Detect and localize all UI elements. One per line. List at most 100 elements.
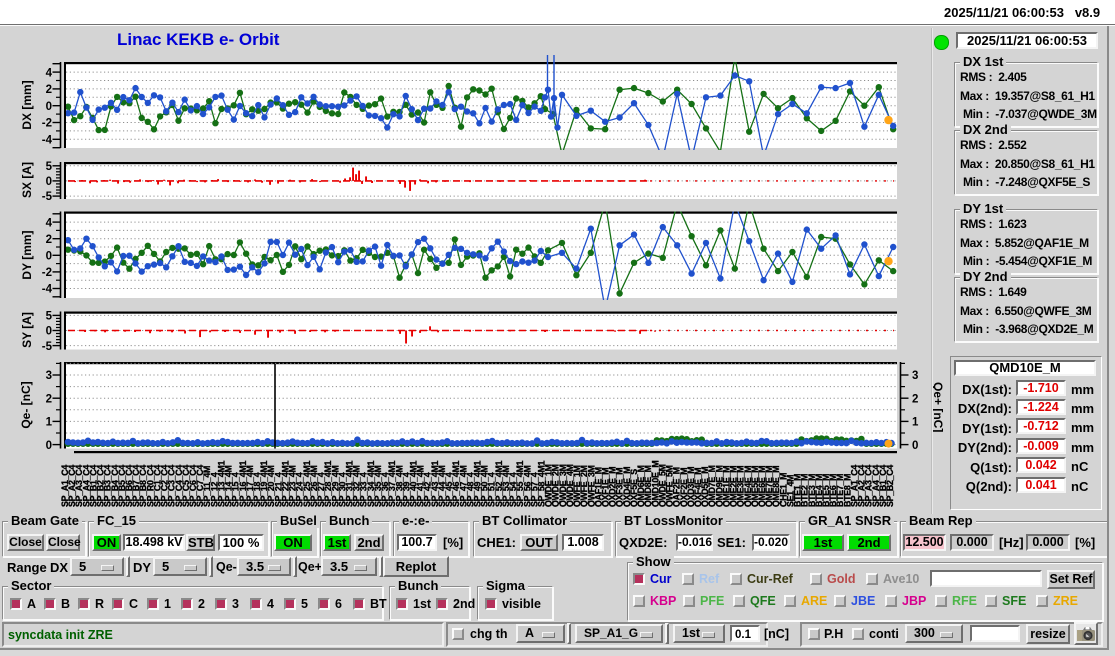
svg-text:SP_B8_C4: SP_B8_C4 <box>138 465 148 507</box>
svg-text:2: 2 <box>46 84 52 96</box>
svg-text:SP_11_4M: SP_11_4M <box>202 466 212 507</box>
svg-text:QMD9E_M: QMD9E_M <box>714 465 724 507</box>
svg-text:SP_B5_C4: SP_B5_C4 <box>117 465 127 507</box>
svg-text:SP_16_4M1: SP_16_4M1 <box>238 460 248 507</box>
svg-text:4: 4 <box>46 217 53 229</box>
svg-text:SP_19_4M1: SP_19_4M1 <box>259 460 269 507</box>
svg-text:SP_38_4M: SP_38_4M <box>394 465 404 507</box>
svg-text:SP_C6_C4: SP_C6_C4 <box>188 465 198 507</box>
svg-text:QWFE_3M: QWFE_3M <box>586 465 596 507</box>
svg-text:QMD10E_M: QMD10E_M <box>650 461 660 507</box>
svg-text:SP_A2_C4: SP_A2_C4 <box>67 465 77 507</box>
svg-text:BTE8_M: BTE8_M <box>842 474 852 507</box>
svg-text:SP_45_4: SP_45_4 <box>444 472 454 507</box>
svg-text:SP_C3_C4: SP_C3_C4 <box>167 465 177 507</box>
svg-text:SP_17_4M: SP_17_4M <box>245 465 255 507</box>
svg-text:QME6E_M: QME6E_M <box>757 466 767 507</box>
svg-text:SP_A4_C4: SP_A4_C4 <box>81 465 91 507</box>
svg-text:2: 2 <box>46 234 52 246</box>
svg-text:SP_23_4M: SP_23_4M <box>288 465 298 507</box>
svg-text:SP_26_4M: SP_26_4M <box>309 465 319 507</box>
svg-text:QXF1E_M: QXF1E_M <box>601 468 611 507</box>
svg-text:SP_47_4M: SP_47_4M <box>458 465 468 507</box>
svg-text:QWFE_1M: QWFE_1M <box>572 465 582 507</box>
svg-text:BTE5_M: BTE5_M <box>821 474 831 507</box>
svg-text:SP_B2_C4: SP_B2_C4 <box>885 465 895 507</box>
svg-text:2: 2 <box>46 393 52 405</box>
svg-text:0: 0 <box>46 251 52 263</box>
svg-text:-5: -5 <box>42 341 53 353</box>
svg-text:SP_35_4M: SP_35_4M <box>373 465 383 507</box>
svg-text:QXF3E_M: QXF3E_M <box>615 468 625 507</box>
svg-text:QME1E_M: QME1E_M <box>721 466 731 507</box>
svg-text:SP_20_4M: SP_20_4M <box>266 465 276 507</box>
svg-text:SP_24_4: SP_24_4 <box>295 472 305 507</box>
svg-text:QXD2E_M: QXD2E_M <box>608 467 618 507</box>
svg-text:QAF1E_M: QAF1E_M <box>593 467 603 507</box>
svg-text:SP_B7_C4: SP_B7_C4 <box>131 465 141 507</box>
svg-text:BTE7_M: BTE7_M <box>835 474 845 507</box>
svg-text:SP_37_4M1: SP_37_4M1 <box>387 460 397 507</box>
svg-text:QMD6E_M: QMD6E_M <box>636 465 646 507</box>
svg-text:SP_C7_C4: SP_C7_C4 <box>195 465 205 507</box>
svg-text:SP_50_4M: SP_50_4M <box>480 465 490 507</box>
svg-text:-4: -4 <box>42 284 53 296</box>
svg-text:SP_A3_C4: SP_A3_C4 <box>864 465 874 507</box>
svg-text:BTE1_M: BTE1_M <box>793 474 803 507</box>
svg-text:SP_B4_C4: SP_B4_C4 <box>110 465 120 507</box>
svg-text:1: 1 <box>912 417 919 429</box>
svg-text:5: 5 <box>46 311 53 323</box>
svg-text:QME3E_M: QME3E_M <box>736 466 746 507</box>
svg-text:QWDE_1M: QWDE_1M <box>544 464 554 507</box>
svg-text:2: 2 <box>912 393 918 405</box>
svg-text:SP_B2_C4: SP_B2_C4 <box>96 465 106 507</box>
svg-text:QME2E_M: QME2E_M <box>729 466 739 507</box>
svg-text:SP_41_4M: SP_41_4M <box>416 465 426 507</box>
svg-text:SP_14_4M: SP_14_4M <box>224 465 234 507</box>
svg-text:SP_58_4M1: SP_58_4M1 <box>537 460 547 507</box>
svg-text:SP_32_4M: SP_32_4M <box>352 465 362 507</box>
svg-text:QXD3E_M: QXD3E_M <box>686 467 696 507</box>
svg-text:BTE6_M: BTE6_M <box>828 474 838 507</box>
svg-text:1: 1 <box>46 417 53 429</box>
svg-text:SP_51_4: SP_51_4 <box>487 472 497 507</box>
svg-text:5: 5 <box>46 161 53 173</box>
svg-text:QXD4E_M: QXD4E_M <box>622 467 632 507</box>
svg-text:SP_B3_C4: SP_B3_C4 <box>103 465 113 507</box>
svg-text:4: 4 <box>46 67 53 79</box>
svg-text:BTE4_M: BTE4_M <box>814 474 824 507</box>
svg-text:SP_33_4: SP_33_4 <box>359 472 369 507</box>
svg-text:SP_B1_C4: SP_B1_C4 <box>88 465 98 507</box>
svg-text:SP_39_4: SP_39_4 <box>401 472 411 507</box>
svg-text:DX [mm]: DX [mm] <box>20 80 34 129</box>
svg-text:-2: -2 <box>42 118 52 130</box>
svg-text:SP_C5_C4: SP_C5_C4 <box>181 465 191 507</box>
svg-text:SP_A1_C4: SP_A1_C4 <box>60 465 70 507</box>
svg-text:SP_27_4: SP_27_4 <box>316 472 326 507</box>
svg-text:SP_48_4: SP_48_4 <box>465 472 475 507</box>
svg-text:SP_C1_C4: SP_C1_C4 <box>153 465 163 507</box>
svg-text:SP_A4_C4: SP_A4_C4 <box>871 465 881 507</box>
svg-text:BTE3_M: BTE3_M <box>807 474 817 507</box>
svg-text:SP_52_4M1: SP_52_4M1 <box>494 460 504 507</box>
svg-text:3: 3 <box>912 370 918 382</box>
svg-text:SP_C2_C4: SP_C2_C4 <box>160 465 170 507</box>
svg-text:QWDE_3M: QWDE_3M <box>558 464 568 507</box>
svg-text:SP_22_4M1: SP_22_4M1 <box>281 460 291 507</box>
svg-text:QXD5E_M: QXD5E_M <box>700 467 710 507</box>
svg-text:SP_25_4M1: SP_25_4M1 <box>302 460 312 507</box>
svg-text:SP_30_4: SP_30_4 <box>337 472 347 507</box>
svg-text:SP_49_4M1: SP_49_4M1 <box>473 460 483 507</box>
svg-text:3: 3 <box>46 370 52 382</box>
svg-text:QWDE_2M: QWDE_2M <box>551 464 561 507</box>
svg-text:SP_28_4M1: SP_28_4M1 <box>323 460 333 507</box>
svg-text:-5: -5 <box>42 191 53 203</box>
svg-text:0: 0 <box>46 440 52 452</box>
svg-text:SP_34_4M1: SP_34_4M1 <box>366 460 376 507</box>
svg-text:QME7E_M: QME7E_M <box>764 466 774 507</box>
svg-text:SP_R0_C4: SP_R0_C4 <box>145 465 155 507</box>
svg-text:SP_12_4: SP_12_4 <box>209 472 219 507</box>
svg-text:SP_29_4M: SP_29_4M <box>330 465 340 507</box>
svg-text:QWFE_2M: QWFE_2M <box>579 465 589 507</box>
svg-text:SP_53_4M: SP_53_4M <box>501 465 511 507</box>
